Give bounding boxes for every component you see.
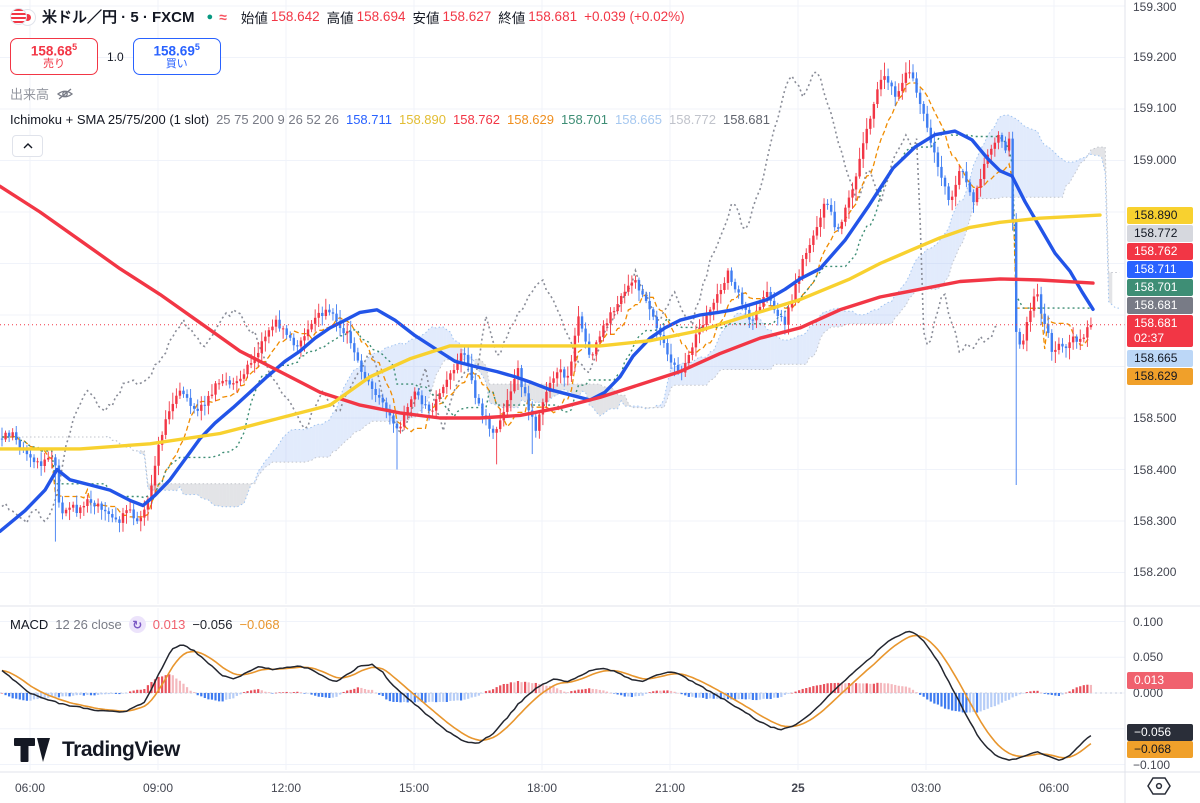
change-value: +0.039 (+0.02%)	[584, 9, 685, 24]
price-axis-label: 158.200	[1133, 565, 1177, 579]
sell-button-label: 売り	[43, 57, 65, 70]
price-axis-label: 0.050	[1133, 650, 1164, 664]
time-axis-label: 09:00	[142, 781, 174, 795]
chevron-up-icon	[23, 143, 32, 149]
time-axis-label: 25	[791, 781, 805, 795]
delayed-data-icon: ≈	[219, 8, 227, 25]
price-countdown: 02:37	[1134, 331, 1165, 345]
currency-pair-flag-icon	[10, 7, 36, 26]
ichimoku-value-sma75: 158.762	[453, 112, 500, 127]
high-value: 158.694	[356, 9, 406, 24]
instrument-settings-icon[interactable]	[1146, 775, 1172, 802]
ichimoku-value-sma200: 158.890	[399, 112, 446, 127]
high-label: 高値	[326, 10, 354, 26]
price-axis-badge: 158.665	[1127, 350, 1193, 367]
low-label: 安値	[412, 10, 440, 26]
tradingview-logo[interactable]: TradingView	[14, 736, 180, 764]
price-axis-badge: 158.629	[1127, 368, 1193, 385]
time-axis-label: 12:00	[270, 781, 302, 795]
ichimoku-value-senkou-a: 158.665	[615, 112, 662, 127]
ichimoku-value-sma25: 158.711	[345, 112, 392, 127]
ichimoku-value-tenkan: 158.629	[507, 112, 554, 127]
time-axis-label: 03:00	[910, 781, 942, 795]
price-axis-label: 0.000	[1133, 686, 1164, 700]
tradingview-logo-text: TradingView	[62, 738, 180, 761]
price-axis-badge: 158.701	[1127, 279, 1193, 296]
ohlc-row: 始値 158.642 高値 158.694 安値 158.627 終値 158.…	[241, 7, 685, 27]
volume-label: 出来高	[10, 87, 50, 102]
collapse-legend-button[interactable]	[12, 135, 43, 157]
ichimoku-title[interactable]: Ichimoku + SMA 25/75/200 (1 slot)	[10, 112, 210, 127]
sell-button[interactable]: 158.685 売り	[10, 38, 98, 75]
ichimoku-value-kijun: 158.701	[561, 112, 608, 127]
close-label: 終値	[498, 10, 526, 26]
price-axis-badge: −0.068	[1127, 741, 1193, 758]
macd-line-value: −0.056	[192, 617, 233, 632]
price-axis-label: 158.500	[1133, 411, 1177, 425]
price-axis-badge: 158.772	[1127, 225, 1193, 242]
market-open-icon: ●	[206, 10, 214, 23]
price-axis-badge: 158.681 02:37	[1127, 315, 1193, 347]
time-axis-label: 18:00	[526, 781, 558, 795]
open-label: 始値	[240, 10, 268, 26]
volume-legend-row[interactable]: 出来高	[10, 84, 74, 103]
spread-value: 1.0	[107, 49, 124, 64]
time-axis-label: 06:00	[1038, 781, 1070, 795]
macd-title[interactable]: MACD	[10, 617, 49, 632]
price-axis-badge: 158.681	[1127, 297, 1193, 314]
tradingview-logo-icon	[14, 738, 50, 762]
price-axis-label: 159.100	[1133, 101, 1177, 115]
eye-off-icon[interactable]	[56, 87, 74, 101]
symbol-title[interactable]: 米ドル／円 · 5 · FXCM	[42, 9, 195, 26]
macd-signal-value: −0.068	[239, 617, 280, 632]
swap-pane-icon[interactable]: ↻	[128, 616, 146, 633]
price-axis-badge: 158.762	[1127, 243, 1193, 260]
ichimoku-params: 25 75 200 9 26 52 26	[216, 112, 339, 127]
open-value: 158.642	[270, 9, 320, 24]
price-axis-badge: 158.890	[1127, 207, 1193, 224]
buy-button-label: 買い	[165, 57, 188, 70]
low-value: 158.627	[442, 9, 492, 24]
ichimoku-value-chikou: 158.681	[723, 112, 770, 127]
price-axis-label: 159.200	[1133, 50, 1177, 64]
macd-params: 12 26 close	[55, 617, 122, 632]
macd-hist-value: 0.013	[152, 617, 186, 632]
ichimoku-legend-row[interactable]: Ichimoku + SMA 25/75/200 (1 slot) 25 75 …	[10, 112, 770, 127]
time-axis-label: 15:00	[398, 781, 430, 795]
time-axis-label: 06:00	[14, 781, 46, 795]
price-axis-label: 0.100	[1133, 615, 1164, 629]
macd-legend-row[interactable]: MACD 12 26 close ↻ 0.013 −0.056 −0.068	[10, 616, 280, 633]
ichimoku-value-senkou-b: 158.772	[669, 112, 716, 127]
symbol-header[interactable]: 米ドル／円 · 5 · FXCM ● ≈ 始値 158.642 高値 158.6…	[10, 6, 685, 27]
price-axis-badge: 0.013	[1127, 672, 1193, 689]
price-axis-label: 159.000	[1133, 153, 1177, 167]
price-axis-label: 158.400	[1133, 463, 1177, 477]
price-axis-label: 158.300	[1133, 514, 1177, 528]
price-axis-label: −0.100	[1133, 758, 1171, 772]
price-axis-badge: 158.711	[1127, 261, 1193, 278]
price-axis-label: 159.300	[1133, 0, 1177, 14]
trade-panel: 158.685 売り 1.0 158.695 買い	[10, 38, 221, 75]
buy-button[interactable]: 158.695 買い	[132, 38, 221, 75]
price-axis-badge: −0.056	[1127, 724, 1193, 741]
time-axis-label: 21:00	[654, 781, 686, 795]
close-value: 158.681	[528, 9, 578, 24]
